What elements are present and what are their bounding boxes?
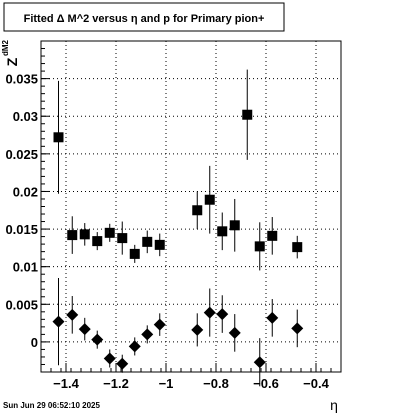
y-axis-title: Z <box>4 57 20 66</box>
y-tick-label: 0.01 <box>13 260 38 275</box>
diamond-marker <box>191 323 204 336</box>
square-marker <box>242 109 253 120</box>
x-axis-title: η <box>330 397 338 413</box>
y-tick-label: 0.035 <box>5 72 38 87</box>
chart-title: Fitted Δ M^2 versus η and p for Primary … <box>24 13 265 25</box>
square-marker <box>192 205 203 216</box>
x-tick-label: −0.4 <box>303 376 329 391</box>
y-tick-label: 0 <box>31 335 38 350</box>
y-tick-label: 0.005 <box>5 297 38 312</box>
diamond-marker <box>103 352 116 365</box>
diamond-marker <box>153 318 166 331</box>
diamond-marker <box>141 328 154 341</box>
diamond-marker <box>66 308 79 321</box>
square-marker <box>53 132 64 143</box>
diamond-marker <box>291 322 304 335</box>
plot-frame <box>40 40 342 373</box>
axis-ticks <box>40 40 342 373</box>
x-tick-label: −0.8 <box>203 376 229 391</box>
y-tick-label: 0.015 <box>5 222 38 237</box>
square-marker <box>67 230 78 241</box>
x-tick-label: −1.4 <box>53 376 79 391</box>
square-marker <box>292 242 303 253</box>
diamond-marker <box>228 326 241 339</box>
square-marker <box>142 236 153 247</box>
diamond-marker <box>203 306 216 319</box>
square-marker <box>204 194 215 205</box>
diamond-marker <box>52 315 65 328</box>
y-axis-subscript: dM2 <box>1 39 10 56</box>
diamond-marker <box>91 333 104 346</box>
square-marker <box>254 241 265 252</box>
x-tick-label: −1.2 <box>103 376 129 391</box>
grid <box>41 41 341 372</box>
tick-labels: −1.4 −1.2 −1 −0.8 −0.6 −0.4 0 0.005 0.01 0.015 0.0… <box>5 72 329 391</box>
diamond-marker <box>116 357 129 370</box>
diamond-marker <box>78 323 91 336</box>
title-box <box>3 2 285 32</box>
square-marker <box>92 236 103 247</box>
square-marker <box>117 233 128 244</box>
square-marker <box>154 239 165 250</box>
square-marker <box>129 248 140 259</box>
y-tick-label: 0.02 <box>13 184 38 199</box>
x-tick-label: −0.6 <box>253 376 279 391</box>
square-marker <box>229 220 240 231</box>
timestamp: Sun Jun 29 06:52:10 2025 <box>3 401 100 410</box>
square-marker <box>79 229 90 240</box>
diamond-marker <box>266 311 279 324</box>
y-tick-label: 0.03 <box>13 109 38 124</box>
square-marker <box>104 227 115 238</box>
data-markers <box>52 109 304 370</box>
y-tick-label: 0.025 <box>5 147 38 162</box>
square-marker <box>267 230 278 241</box>
diamond-marker <box>216 308 229 321</box>
diamond-marker <box>253 356 266 369</box>
square-marker <box>217 226 228 237</box>
x-tick-label: −1 <box>159 376 174 391</box>
diamond-marker <box>128 340 141 353</box>
